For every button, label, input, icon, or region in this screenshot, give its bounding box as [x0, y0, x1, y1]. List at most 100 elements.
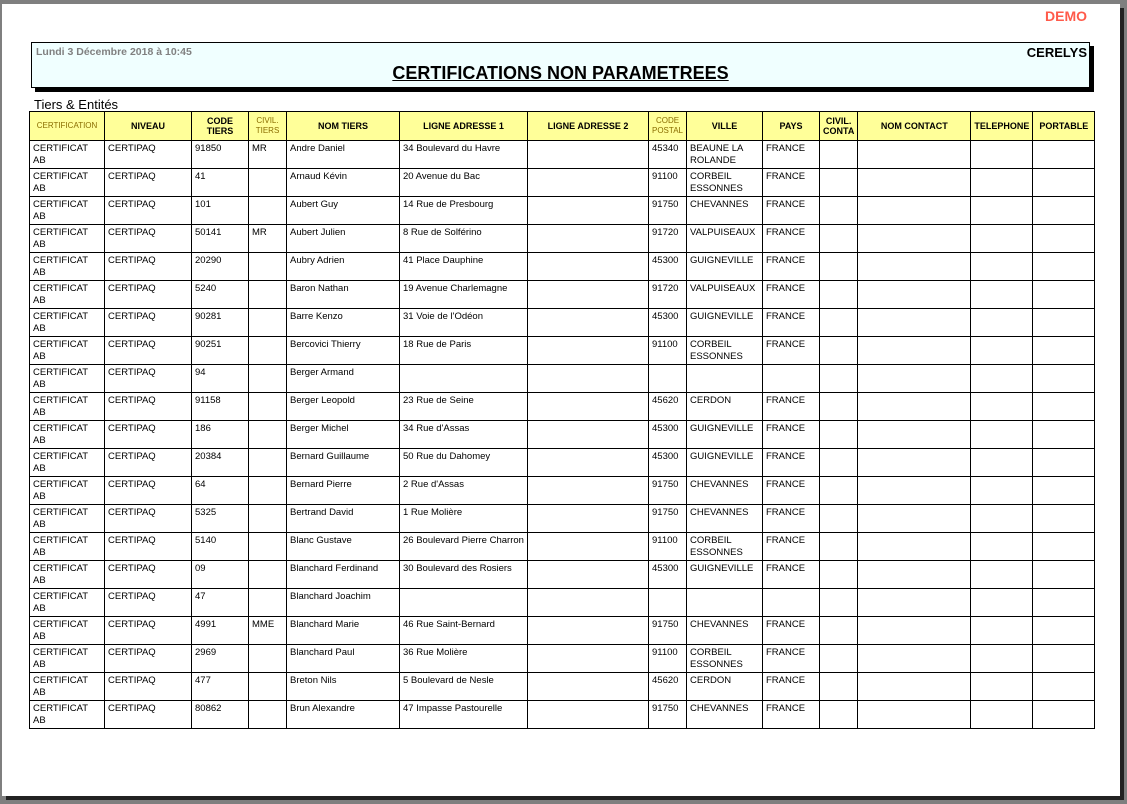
- table-cell: FRANCE: [762, 420, 820, 449]
- table-cell: [857, 392, 972, 421]
- table-cell: 477: [191, 672, 249, 701]
- table-cell: FRANCE: [762, 392, 820, 421]
- table-cell: FRANCE: [762, 448, 820, 477]
- table-cell: [818, 140, 859, 169]
- table-cell: [1032, 588, 1096, 617]
- table-cell: [970, 588, 1034, 617]
- table-cell: 45340: [648, 140, 687, 169]
- table-row: CERTIFICAT AB CERTIPAQ 09 Blanchard Ferdina…: [29, 560, 1096, 589]
- table-cell: [970, 560, 1034, 589]
- table-cell: [399, 588, 528, 617]
- table-cell: 31 Voie de l'Odéon: [399, 308, 528, 337]
- table-cell: 09: [191, 560, 249, 589]
- table-cell: 91100: [648, 532, 687, 561]
- table-cell: [527, 280, 649, 309]
- table-cell: [818, 196, 859, 225]
- table-cell: FRANCE: [762, 700, 820, 729]
- table-cell: CERTIFICAT AB: [29, 252, 105, 281]
- table-cell: FRANCE: [762, 532, 820, 561]
- table-cell: [818, 420, 859, 449]
- table-cell: [818, 672, 859, 701]
- table-cell: CERTIPAQ: [104, 252, 192, 281]
- section-title: Tiers & Entités: [34, 97, 119, 112]
- table-cell: 91750: [648, 616, 687, 645]
- table-cell: FRANCE: [762, 308, 820, 337]
- table-cell: [1032, 364, 1096, 393]
- table-cell: Blanchard Marie: [286, 616, 400, 645]
- table-cell: [857, 504, 972, 533]
- table-cell: [527, 644, 649, 673]
- table-cell: Aubert Guy: [286, 196, 400, 225]
- table-cell: Arnaud Kévin: [286, 168, 400, 197]
- table-cell: 47 Impasse Pastourelle: [399, 700, 528, 729]
- table-cell: [648, 364, 687, 393]
- table-cell: 34 Rue d'Assas: [399, 420, 528, 449]
- table-cell: 1 Rue Molière: [399, 504, 528, 533]
- table-cell: CERTIFICAT AB: [29, 392, 105, 421]
- table-cell: CHEVANNES: [686, 476, 763, 505]
- table-cell: MR: [248, 224, 287, 253]
- table-cell: 91720: [648, 224, 687, 253]
- table-cell: [857, 140, 972, 169]
- table-cell: FRANCE: [762, 280, 820, 309]
- table-cell: [527, 392, 649, 421]
- table-cell: 23 Rue de Seine: [399, 392, 528, 421]
- table-cell: 91750: [648, 504, 687, 533]
- table-cell: [1032, 392, 1096, 421]
- table-cell: CERTIFICAT AB: [29, 504, 105, 533]
- table-cell: [857, 560, 972, 589]
- table-cell: Bercovici Thierry: [286, 336, 400, 365]
- report-title: CERTIFICATIONS NON PARAMETREES: [392, 63, 729, 83]
- table-cell: [248, 252, 287, 281]
- table-cell: 91158: [191, 392, 249, 421]
- table-cell: CERTIFICAT AB: [29, 224, 105, 253]
- table-cell: MR: [248, 140, 287, 169]
- table-cell: 30 Boulevard des Rosiers: [399, 560, 528, 589]
- table-cell: CERTIFICAT AB: [29, 280, 105, 309]
- table-cell: [527, 448, 649, 477]
- table-cell: [818, 700, 859, 729]
- table-cell: [527, 700, 649, 729]
- table-cell: [970, 420, 1034, 449]
- table-cell: [248, 504, 287, 533]
- table-cell: [818, 588, 859, 617]
- table-cell: [1032, 616, 1096, 645]
- table-cell: [857, 252, 972, 281]
- table-cell: 4991: [191, 616, 249, 645]
- table-cell: CERTIPAQ: [104, 504, 192, 533]
- table-cell: [527, 532, 649, 561]
- table-cell: [248, 168, 287, 197]
- table-cell: [1032, 672, 1096, 701]
- table-cell: [857, 700, 972, 729]
- table-cell: 41: [191, 168, 249, 197]
- table-cell: 45620: [648, 392, 687, 421]
- table-cell: [248, 700, 287, 729]
- table-cell: CERTIFICAT AB: [29, 560, 105, 589]
- table-cell: CHEVANNES: [686, 504, 763, 533]
- table-cell: GUIGNEVILLE: [686, 308, 763, 337]
- table-cell: [970, 616, 1034, 645]
- table-cell: 50141: [191, 224, 249, 253]
- table-cell: 5325: [191, 504, 249, 533]
- table-cell: [970, 336, 1034, 365]
- table-cell: [527, 224, 649, 253]
- table-cell: CERTIPAQ: [104, 476, 192, 505]
- table-cell: [857, 224, 972, 253]
- table-cell: [857, 280, 972, 309]
- column-header: NOM CONTACT: [857, 111, 972, 141]
- table-cell: CERDON: [686, 392, 763, 421]
- table-cell: FRANCE: [762, 196, 820, 225]
- table-row: CERTIFICAT AB CERTIPAQ 64 Bernard Pierre 2 R…: [29, 476, 1096, 505]
- table-cell: [527, 420, 649, 449]
- column-header: PORTABLE: [1032, 111, 1096, 141]
- table-cell: BEAUNE LA ROLANDE: [686, 140, 763, 169]
- table-cell: Barre Kenzo: [286, 308, 400, 337]
- table-cell: [818, 252, 859, 281]
- table-cell: [1032, 168, 1096, 197]
- table-cell: CHEVANNES: [686, 616, 763, 645]
- table-cell: CERTIPAQ: [104, 364, 192, 393]
- table-cell: [818, 532, 859, 561]
- table-cell: 20 Avenue du Bac: [399, 168, 528, 197]
- table-cell: Blanc Gustave: [286, 532, 400, 561]
- table-cell: [818, 364, 859, 393]
